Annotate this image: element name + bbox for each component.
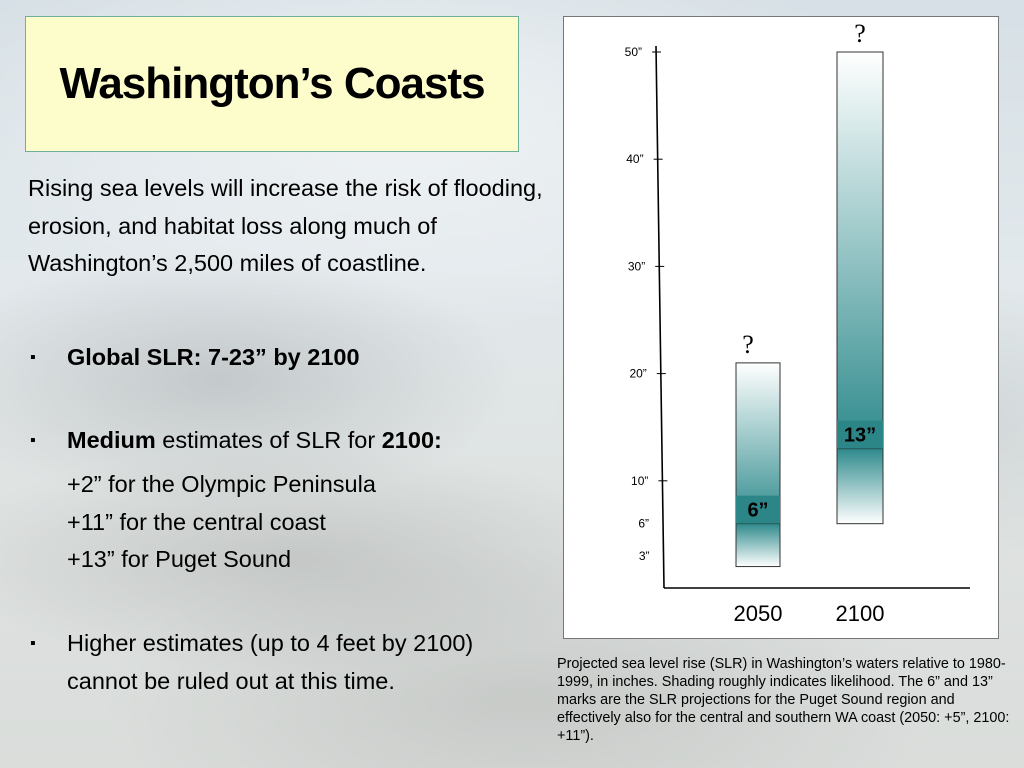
slide-title: Washington’s Coasts bbox=[59, 59, 485, 108]
estimate-central: +11” for the central coast bbox=[67, 508, 326, 535]
y-tick-label: 6” bbox=[638, 517, 649, 531]
bullet-higher-text: Higher estimates (up to 4 feet by 2100) … bbox=[67, 630, 474, 694]
category-label: 2050 bbox=[734, 601, 783, 626]
medium-estimates-list: +2” for the Olympic Peninsula +11” for t… bbox=[67, 466, 527, 579]
bullet-marker: ▪ bbox=[30, 432, 36, 449]
bullet-global-slr-text: Global SLR: 7-23” by 2100 bbox=[67, 344, 360, 370]
bullet-higher-estimates: ▪ Higher estimates (up to 4 feet by 2100… bbox=[30, 625, 510, 700]
bullet-global-slr: ▪ Global SLR: 7-23” by 2100 bbox=[30, 339, 530, 377]
category-label: 2100 bbox=[836, 601, 885, 626]
y-tick-label: 30” bbox=[628, 259, 645, 273]
title-box: Washington’s Coasts bbox=[25, 16, 519, 152]
y-tick-label: 20” bbox=[629, 367, 646, 381]
bullet-medium-estimates: ▪ Medium estimates of SLR for 2100: bbox=[30, 422, 530, 460]
chart-frame bbox=[563, 16, 999, 639]
y-tick-label: 3” bbox=[639, 549, 650, 563]
projection-label-box bbox=[837, 420, 883, 449]
estimate-puget: +13” for Puget Sound bbox=[67, 546, 292, 572]
intro-paragraph: Rising sea levels will increase the risk… bbox=[28, 175, 543, 276]
bullet-medium-tail: 2100: bbox=[381, 427, 442, 453]
bar-shade-lower bbox=[736, 523, 780, 567]
bar-outline bbox=[735, 362, 781, 568]
slr-bar-chart: 50” 40” 30” 20” 10” 6” 3” 6”? 2050 13”? 2100 bbox=[625, 19, 970, 626]
y-tick-label: 50” bbox=[625, 45, 642, 59]
uncertainty-marker: ? bbox=[742, 330, 754, 359]
bullet-marker: ▪ bbox=[30, 349, 36, 366]
projection-label-box bbox=[736, 495, 780, 524]
y-tick-label: 10” bbox=[631, 474, 648, 488]
projection-label: 6” bbox=[747, 500, 768, 522]
bullet-medium-lead: Medium bbox=[67, 427, 156, 453]
chart-caption: Projected sea level rise (SLR) in Washin… bbox=[557, 656, 1010, 744]
bar-shade-lower bbox=[837, 448, 883, 524]
projection-label: 13” bbox=[844, 425, 876, 447]
uncertainty-marker: ? bbox=[854, 19, 866, 48]
y-tick-label: 40” bbox=[626, 152, 643, 166]
estimate-olympic: +2” for the Olympic Peninsula bbox=[67, 471, 376, 497]
bar-shade-upper bbox=[837, 52, 883, 449]
y-axis bbox=[655, 45, 665, 589]
bullet-marker: ▪ bbox=[30, 635, 36, 652]
bullet-medium-middle: estimates of SLR for bbox=[155, 427, 382, 453]
bar-outline bbox=[836, 51, 884, 525]
